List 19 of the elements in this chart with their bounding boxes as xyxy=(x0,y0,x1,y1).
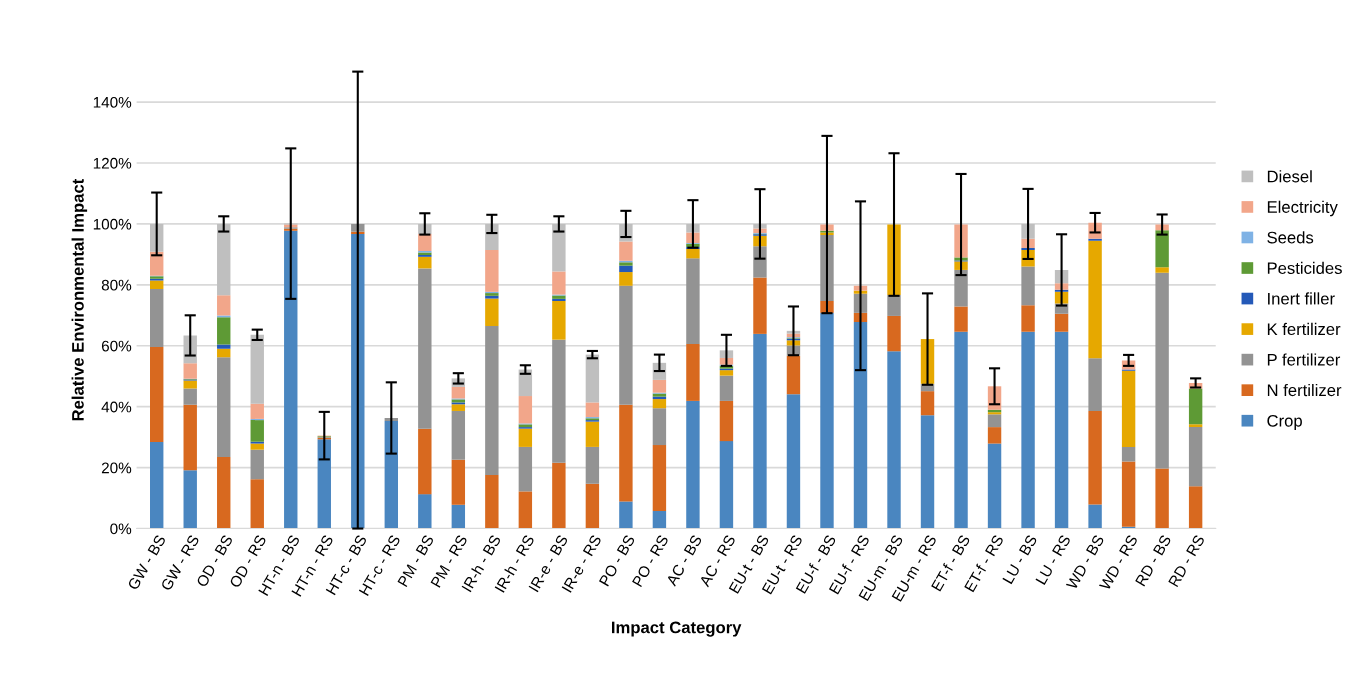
y-tick-label: 140% xyxy=(93,96,132,108)
y-tick-label: 60% xyxy=(101,340,132,352)
y-tick-label: 20% xyxy=(101,462,132,474)
legend-label: Electricity xyxy=(1267,200,1338,217)
legend-label: P fertilizer xyxy=(1267,353,1341,366)
legend-label: Seeds xyxy=(1267,231,1314,244)
y-tick-label: 120% xyxy=(93,157,132,169)
x-axis-title: Impact Category xyxy=(611,621,742,637)
y-tick-label: 0% xyxy=(110,523,132,535)
y-tick-label: 80% xyxy=(101,279,132,291)
y-tick-label: 100% xyxy=(93,218,132,230)
legend-label: Pesticides xyxy=(1267,261,1342,275)
legend-label: Diesel xyxy=(1267,170,1312,183)
legend-label: N fertilizer xyxy=(1267,383,1342,397)
legend-label: Crop xyxy=(1267,414,1302,430)
y-axis-title: Relative Environmental Impact xyxy=(71,178,88,421)
y-tick-label: 40% xyxy=(101,401,132,413)
legend-label: Inert filler xyxy=(1268,292,1335,305)
legend-label: K fertilizer xyxy=(1267,322,1341,336)
